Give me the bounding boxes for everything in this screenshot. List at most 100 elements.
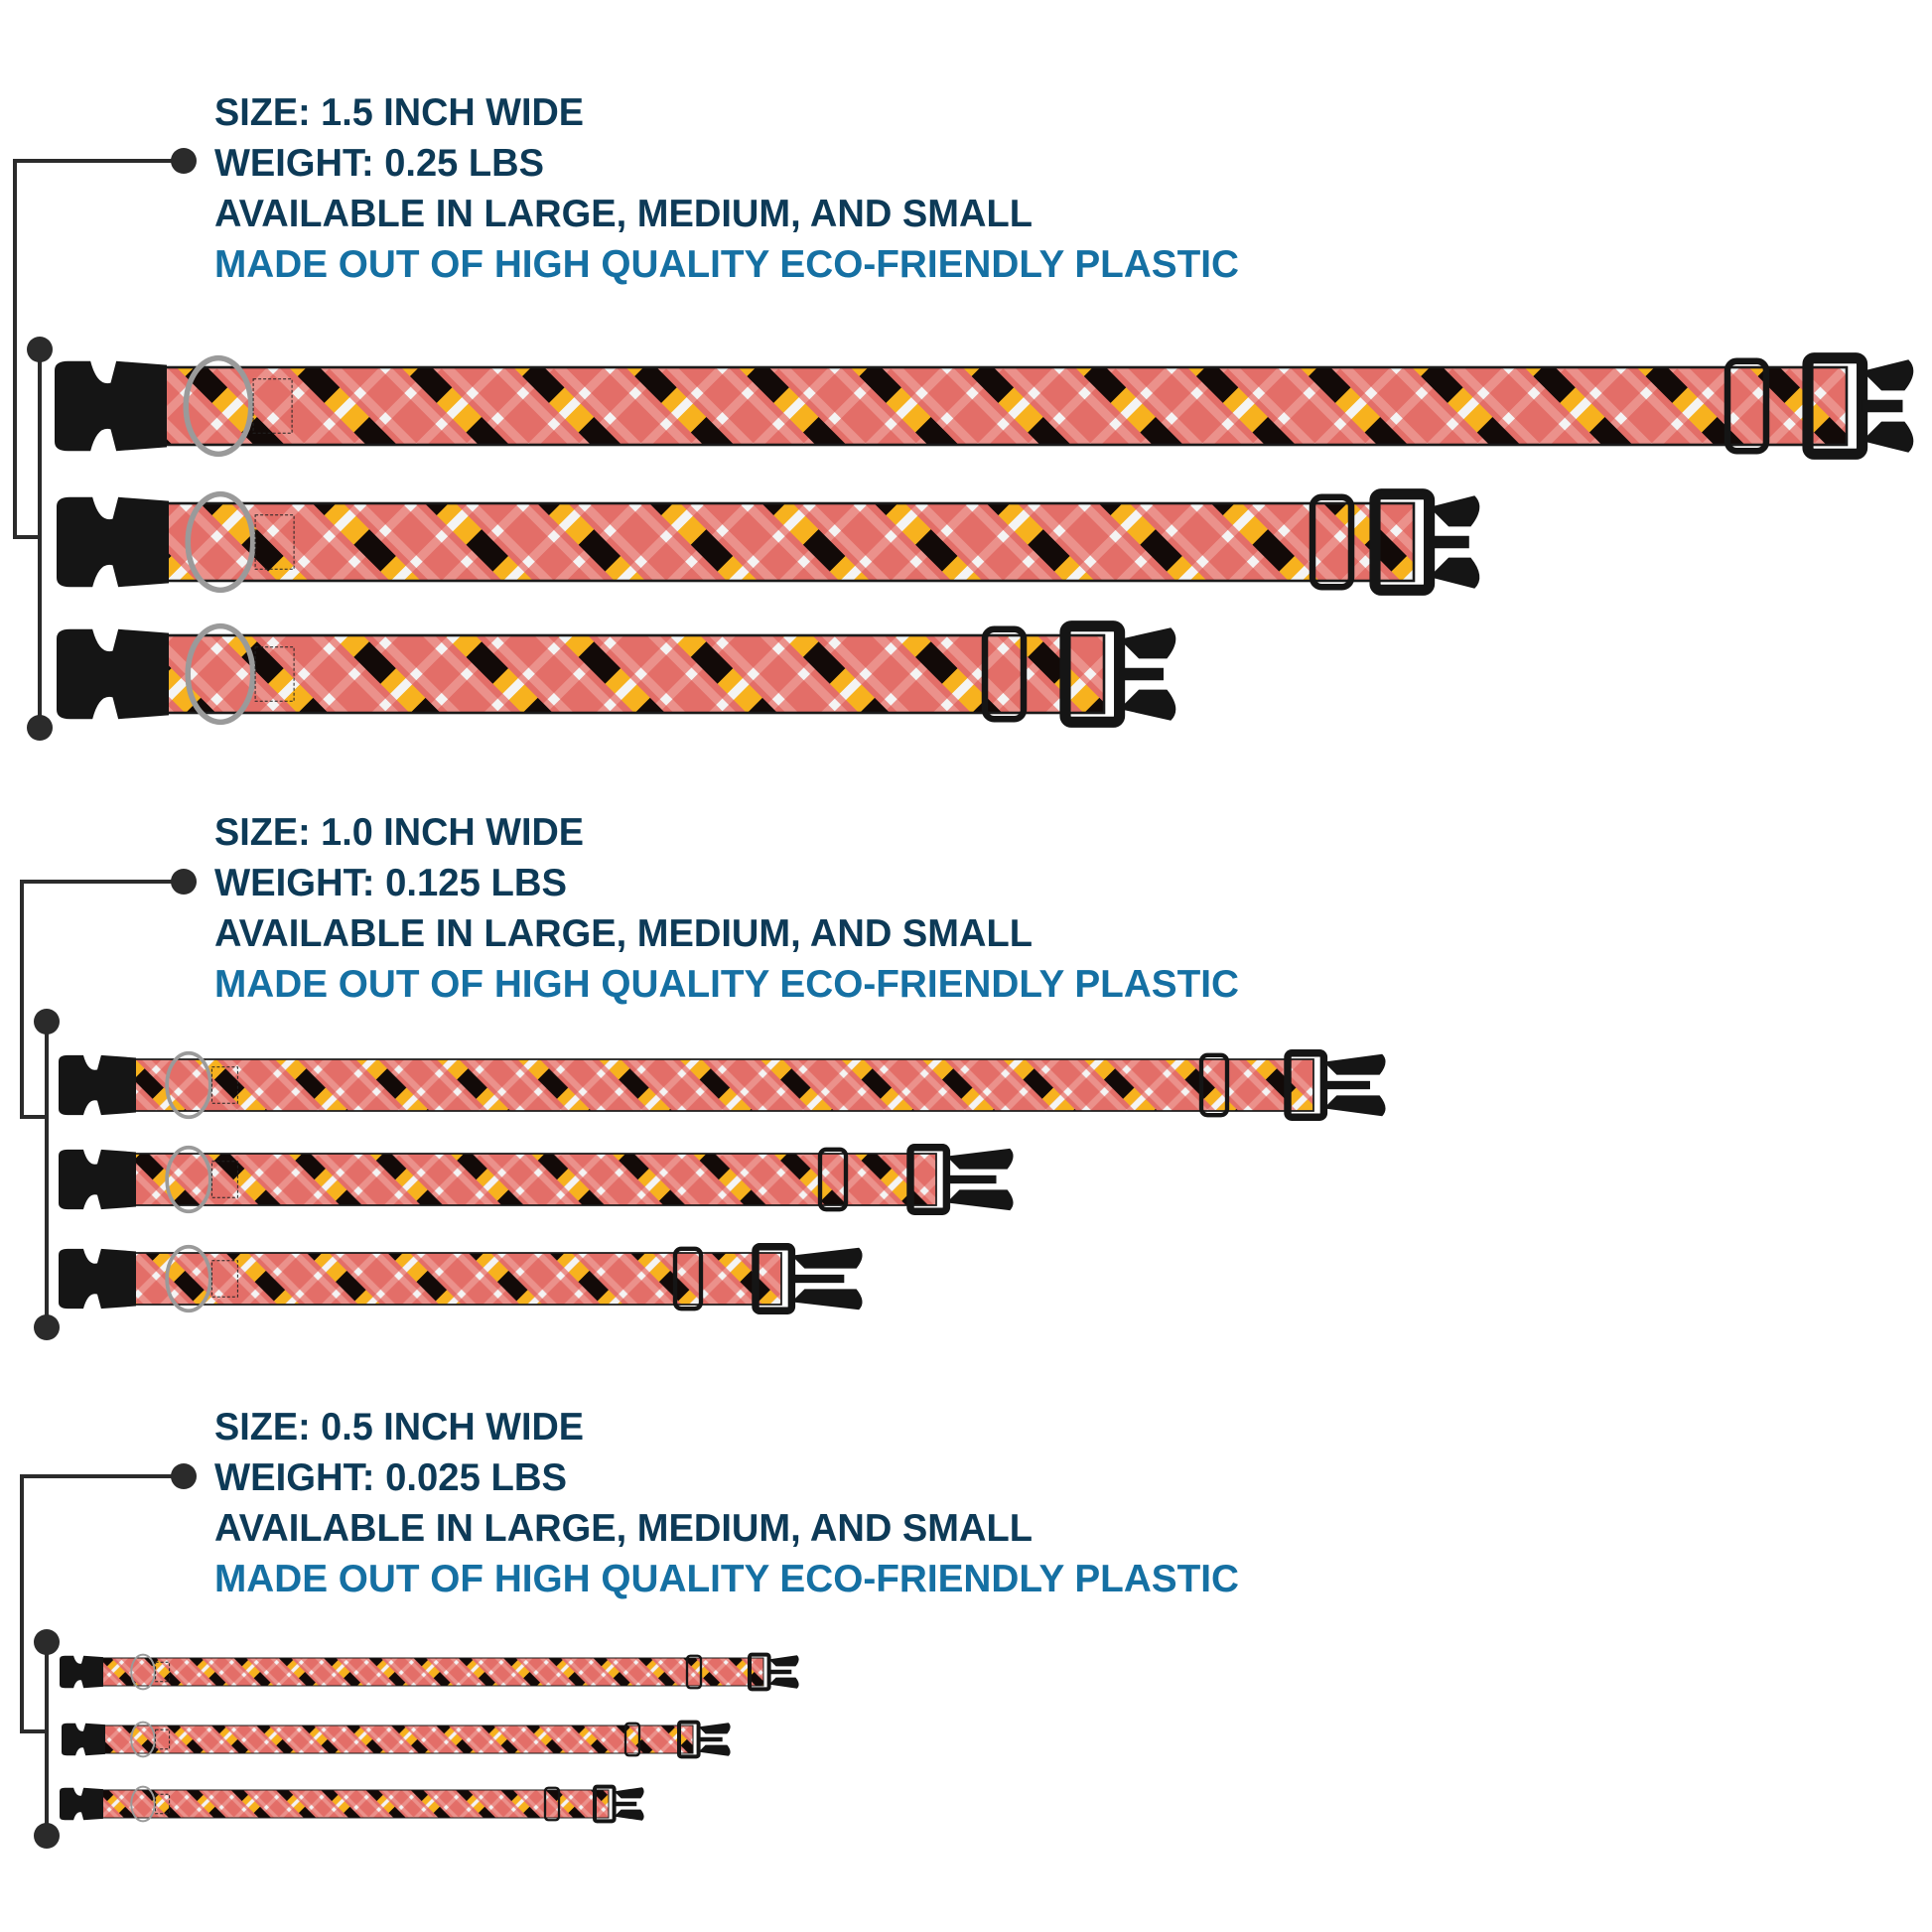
slider <box>981 625 1028 723</box>
strap <box>84 1725 694 1754</box>
d-ring <box>130 1721 156 1758</box>
buckle-center-prong <box>698 1736 723 1742</box>
collar-group1-large <box>55 352 1914 460</box>
connector-dot <box>34 1009 60 1035</box>
collars <box>55 352 1914 1824</box>
buckle-prong <box>768 1677 799 1689</box>
buckle-prong <box>946 1148 1014 1170</box>
collar-group1-small <box>57 621 1176 728</box>
d-ring <box>165 1050 212 1120</box>
buckle-center-prong <box>614 1801 637 1807</box>
connector-dot <box>34 1629 60 1655</box>
spec-group-2: SIZE: 1.0 INCH WIDE WEIGHT: 0.125 LBS AV… <box>214 811 1239 1006</box>
buckle-female <box>57 496 169 588</box>
collar-group2-medium <box>59 1144 1014 1215</box>
d-ring <box>130 1653 156 1691</box>
buckle-prong <box>614 1809 644 1821</box>
buckle-prong <box>946 1189 1014 1211</box>
spec-group-1: SIZE: 1.5 INCH WIDE WEIGHT: 0.25 LBS AVA… <box>214 91 1239 286</box>
availability-label: AVAILABLE IN LARGE, MEDIUM, AND SMALL <box>214 1507 1033 1550</box>
collar-group1-medium <box>57 488 1480 596</box>
connector-dot <box>34 1823 60 1849</box>
slider <box>1724 357 1770 455</box>
connector-dot <box>27 337 53 362</box>
buckle-center-prong <box>1119 667 1164 681</box>
connector-line <box>20 1474 184 1733</box>
buckle-female <box>59 1054 136 1116</box>
buckle-female <box>57 628 169 720</box>
stitch-box <box>155 1661 171 1683</box>
stitch-box <box>254 646 295 702</box>
buckle-prong <box>791 1289 863 1311</box>
strap <box>115 1058 1314 1112</box>
strap <box>82 1789 610 1819</box>
buckle-prong <box>1323 1095 1386 1117</box>
d-ring <box>185 490 256 594</box>
connector-dot <box>171 1463 197 1489</box>
buckle-prong <box>1429 557 1480 589</box>
d-ring <box>185 622 256 726</box>
size-label: SIZE: 0.5 INCH WIDE <box>214 1406 584 1449</box>
strap <box>147 501 1416 583</box>
buckle-center-prong <box>946 1174 997 1184</box>
slider <box>817 1147 849 1212</box>
strap <box>115 1153 937 1206</box>
slider <box>685 1654 703 1690</box>
material-label: MADE OUT OF HIGH QUALITY ECO-FRIENDLY PL… <box>214 963 1239 1006</box>
d-ring <box>130 1785 156 1823</box>
slider <box>672 1246 704 1311</box>
buckle-center-prong <box>1429 535 1469 549</box>
buckle-prong <box>1119 627 1176 659</box>
buckle-prong <box>1862 421 1914 453</box>
slider <box>1309 493 1355 591</box>
buckle-female <box>60 1787 103 1821</box>
connector-dot <box>34 1314 60 1340</box>
buckle-female <box>59 1248 136 1310</box>
slider <box>623 1722 641 1757</box>
buckle-center-prong <box>768 1669 792 1675</box>
strap <box>145 365 1849 447</box>
buckle-female <box>55 360 167 452</box>
connectors <box>13 148 197 1849</box>
stitch-box <box>155 1728 171 1750</box>
slider <box>543 1786 561 1822</box>
stitch-box <box>252 378 293 434</box>
buckle-prong <box>1119 689 1176 721</box>
availability-label: AVAILABLE IN LARGE, MEDIUM, AND SMALL <box>214 193 1033 235</box>
d-ring <box>165 1145 212 1214</box>
buckle-female <box>60 1655 103 1689</box>
buckle-prong <box>1429 495 1480 527</box>
connector-line <box>20 880 184 1119</box>
spec-group-3: SIZE: 0.5 INCH WIDE WEIGHT: 0.025 LBS AV… <box>214 1406 1239 1600</box>
buckle-prong <box>791 1247 863 1269</box>
slider <box>1198 1052 1230 1118</box>
connector-dot <box>171 148 197 174</box>
buckle-prong <box>768 1655 799 1667</box>
collar-group2-large <box>59 1049 1386 1121</box>
stitch-box <box>210 1260 238 1298</box>
connector-dot <box>171 869 197 895</box>
buckle-center-prong <box>791 1274 845 1284</box>
buckle-prong <box>1862 359 1914 391</box>
collar-group3-small <box>60 1784 644 1824</box>
d-ring <box>165 1244 212 1313</box>
weight-label: WEIGHT: 0.125 LBS <box>214 862 567 904</box>
strap <box>82 1657 764 1687</box>
size-label: SIZE: 1.0 INCH WIDE <box>214 811 584 854</box>
buckle-prong <box>614 1787 644 1799</box>
material-label: MADE OUT OF HIGH QUALITY ECO-FRIENDLY PL… <box>214 243 1239 286</box>
connector-dot <box>27 715 53 741</box>
connector-line <box>13 159 184 539</box>
size-label: SIZE: 1.5 INCH WIDE <box>214 91 584 134</box>
d-ring <box>183 354 254 458</box>
collar-group3-medium <box>62 1720 731 1759</box>
material-label: MADE OUT OF HIGH QUALITY ECO-FRIENDLY PL… <box>214 1558 1239 1600</box>
collar-group2-small <box>59 1243 863 1314</box>
buckle-prong <box>1323 1053 1386 1075</box>
buckle-center-prong <box>1862 399 1903 413</box>
stitch-box <box>210 1066 238 1104</box>
strap <box>115 1252 782 1306</box>
buckle-female <box>62 1723 105 1756</box>
